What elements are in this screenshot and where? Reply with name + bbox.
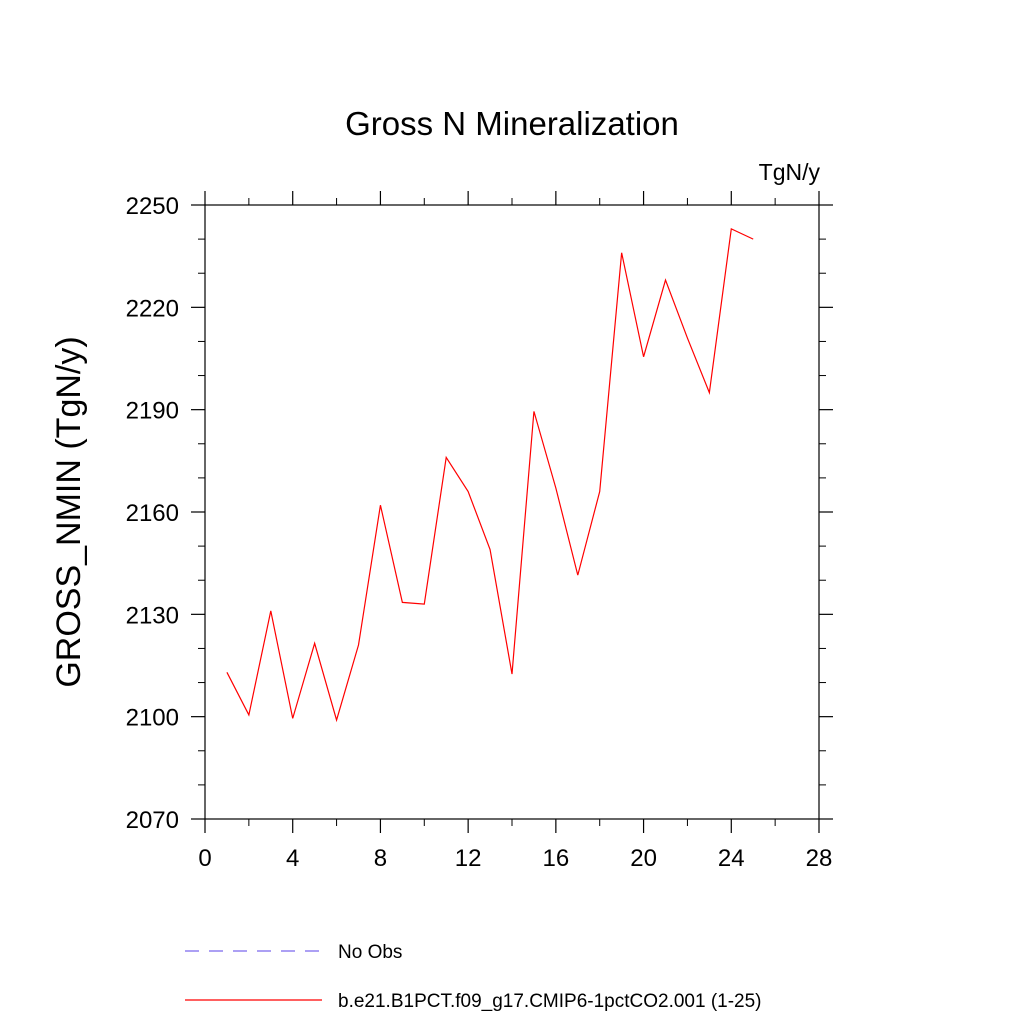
series-line: [226, 227, 754, 723]
x-tick-label: 28: [806, 845, 833, 872]
legend-entry: No Obs: [338, 942, 402, 963]
x-tick-label: 8: [374, 845, 387, 872]
y-tick-label: 2250: [126, 193, 179, 220]
units-label: TgN/y: [759, 159, 821, 185]
y-tick-label: 2100: [126, 705, 179, 732]
legend-entry: b.e21.B1PCT.f09_g17.CMIP6-1pctCO2.001 (1…: [338, 991, 762, 1012]
axis-ticks: [191, 191, 833, 833]
series-layer: [226, 227, 754, 723]
y-tick-label: 2160: [126, 500, 179, 527]
y-axis-label: GROSS_NMIN (TgN/y): [50, 336, 88, 687]
x-tick-label: 24: [718, 845, 745, 872]
legend: No Obs b.e21.B1PCT.f09_g17.CMIP6-1pctCO2.…: [185, 942, 762, 1012]
y-tick-label: 2070: [126, 807, 179, 834]
y-tick-labels: 2070 2100 2130 2160 2190 2220 2250: [126, 193, 179, 834]
x-tick-label: 0: [198, 845, 211, 872]
plot-frame: [204, 204, 820, 820]
x-tick-label: 16: [543, 845, 570, 872]
x-tick-label: 20: [630, 845, 657, 872]
y-tick-label: 2220: [126, 295, 179, 322]
x-tick-labels: 0 4 8 12 16 20 24 28: [198, 845, 832, 872]
x-tick-label: 12: [455, 845, 482, 872]
x-tick-label: 4: [286, 845, 299, 872]
y-tick-label: 2130: [126, 602, 179, 629]
chart-title: Gross N Mineralization: [345, 105, 679, 142]
y-tick-label: 2190: [126, 398, 179, 425]
